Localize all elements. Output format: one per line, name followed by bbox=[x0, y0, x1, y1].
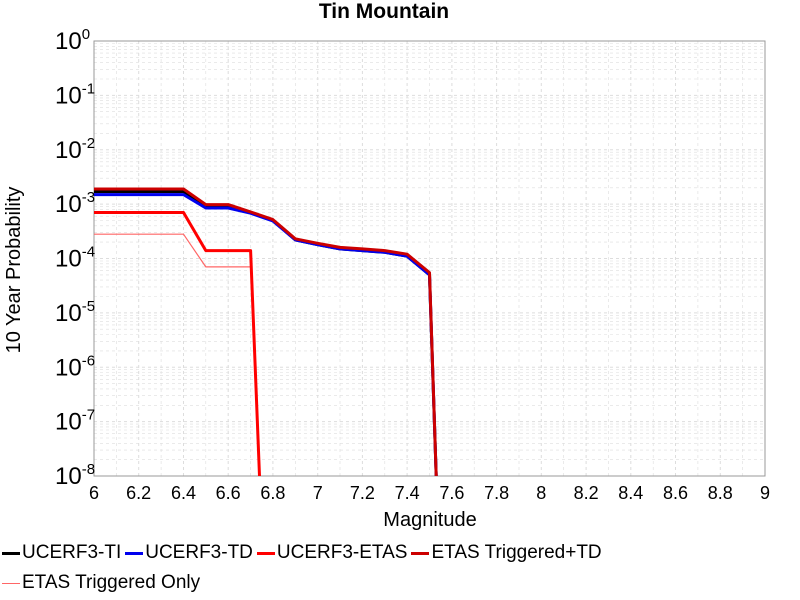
legend-swatch bbox=[125, 551, 144, 555]
legend-swatch bbox=[2, 582, 20, 584]
y-tick-label: 10-3 bbox=[55, 189, 95, 218]
x-tick-label: 7 bbox=[313, 483, 323, 503]
legend-swatch bbox=[411, 551, 430, 555]
series-line bbox=[94, 211, 261, 477]
x-axis-label: Magnitude bbox=[383, 509, 476, 531]
x-tick-label: 6.2 bbox=[126, 483, 151, 503]
legend-row: UCERF3-TI UCERF3-TD UCERF3-ETAS ETAS Trigge… bbox=[2, 538, 798, 568]
legend-label: ETAS Triggered+TD bbox=[431, 542, 602, 563]
x-tick-label: 9 bbox=[760, 483, 770, 503]
x-tick-label: 7.4 bbox=[395, 483, 420, 503]
y-tick-label: 10-6 bbox=[55, 352, 95, 381]
x-tick-label: 8.2 bbox=[574, 483, 599, 503]
chart-background bbox=[0, 0, 800, 540]
legend-label: ETAS Triggered Only bbox=[22, 572, 201, 593]
legend-row: ETAS Triggered Only bbox=[2, 568, 798, 598]
legend-item: ETAS Triggered+TD bbox=[411, 542, 602, 564]
x-tick-label: 8.8 bbox=[708, 483, 733, 503]
y-tick-label: 10-2 bbox=[55, 135, 95, 164]
legend-item: UCERF3-TI bbox=[2, 542, 121, 564]
y-axis-label: 10 Year Probability bbox=[3, 187, 25, 354]
series-line bbox=[94, 233, 251, 268]
legend-label: UCERF3-ETAS bbox=[276, 542, 408, 563]
series-line bbox=[94, 187, 438, 477]
chart-title: Tin Mountain bbox=[319, 0, 449, 23]
y-tick-label: 10-4 bbox=[55, 244, 95, 273]
chart: 100 10-1 10-2 10-3 10-4 10-5 10-6 10-7 10-8 6 6.2… bbox=[0, 0, 800, 540]
x-tick-label: 6.6 bbox=[216, 483, 241, 503]
legend-label: UCERF3-TI bbox=[22, 542, 122, 563]
legend-item: UCERF3-ETAS bbox=[256, 542, 408, 564]
y-tick-label: 10-5 bbox=[55, 298, 95, 327]
legend-label: UCERF3-TD bbox=[145, 542, 253, 563]
x-tick-label: 8.4 bbox=[618, 483, 643, 503]
x-tick-label: 8 bbox=[536, 483, 546, 503]
x-tick-label: 7.6 bbox=[439, 483, 464, 503]
y-tick-label: 10-1 bbox=[55, 80, 95, 109]
x-tick-label: 7.8 bbox=[484, 483, 509, 503]
y-tick-label: 10-7 bbox=[55, 407, 95, 436]
legend-item: ETAS Triggered Only bbox=[2, 572, 200, 594]
plot-frame bbox=[93, 40, 766, 477]
legend-swatch bbox=[2, 551, 20, 555]
series-layer bbox=[94, 187, 438, 477]
y-tick-label: 10-8 bbox=[55, 461, 95, 490]
x-tick-label: 6.8 bbox=[260, 483, 285, 503]
legend-swatch bbox=[256, 551, 275, 555]
legend: UCERF3-TI UCERF3-TD UCERF3-ETAS ETAS Trigge… bbox=[2, 538, 798, 598]
y-tick-labels: 100 10-1 10-2 10-3 10-4 10-5 10-6 10-7 10-8 bbox=[55, 26, 95, 490]
x-tick-label: 8.6 bbox=[663, 483, 688, 503]
x-tick-label: 6.4 bbox=[171, 483, 196, 503]
x-tick-label: 6 bbox=[89, 483, 99, 503]
x-tick-label: 7.2 bbox=[350, 483, 375, 503]
grid bbox=[93, 40, 766, 477]
y-tick-label: 100 bbox=[55, 26, 90, 55]
x-tick-labels: 6 6.2 6.4 6.6 6.8 7 7.2 7.4 7.6 7.8 8 8.2 8.4 8.6 8.8 9 bbox=[89, 483, 770, 503]
legend-item: UCERF3-TD bbox=[125, 542, 253, 564]
